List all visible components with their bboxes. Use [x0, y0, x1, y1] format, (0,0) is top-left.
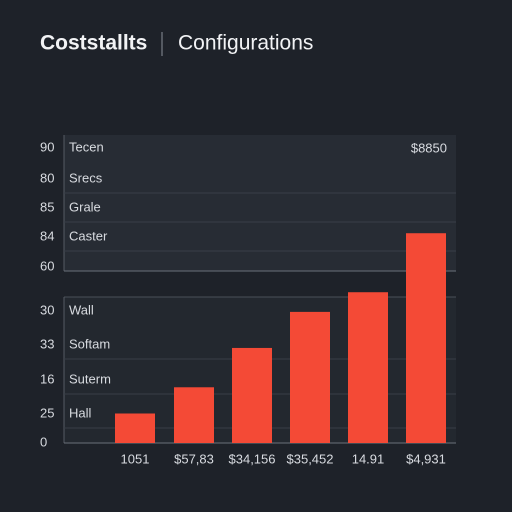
row-label: Tecen: [69, 139, 104, 154]
bar: [348, 292, 388, 443]
row-number: 25: [40, 405, 54, 420]
row-number: 60: [40, 258, 54, 273]
x-tick-label: $4,931: [406, 451, 446, 466]
row-number: 30: [40, 302, 54, 317]
title: Coststallts: [40, 32, 147, 55]
row-number: 84: [40, 228, 54, 243]
row-label: Suterm: [69, 371, 111, 386]
row-number: 33: [40, 336, 54, 351]
row-label: Softam: [69, 336, 110, 351]
row-label: Hall: [69, 405, 92, 420]
upper-panel: [64, 135, 456, 271]
bar: [406, 233, 446, 443]
row-number: 80: [40, 170, 54, 185]
x-tick-label: $34,156: [229, 451, 276, 466]
row-label: Wall: [69, 302, 94, 317]
subtitle: Configurations: [178, 32, 313, 55]
x-tick-label: 1051: [121, 451, 150, 466]
row-number: 0: [40, 434, 47, 449]
row-label: Caster: [69, 228, 108, 243]
row-label: Srecs: [69, 170, 103, 185]
x-tick-label: $57,83: [174, 451, 214, 466]
bar: [115, 413, 155, 443]
row-number: 16: [40, 371, 54, 386]
x-tick-label: 14.91: [352, 451, 385, 466]
bar: [174, 387, 214, 443]
bar: [290, 311, 330, 443]
bar: [232, 347, 272, 443]
row-number: 90: [40, 139, 54, 154]
row-number: 85: [40, 199, 54, 214]
x-tick-label: $35,452: [287, 451, 334, 466]
row-label: Grale: [69, 199, 101, 214]
corner-label: $8850: [411, 140, 447, 155]
